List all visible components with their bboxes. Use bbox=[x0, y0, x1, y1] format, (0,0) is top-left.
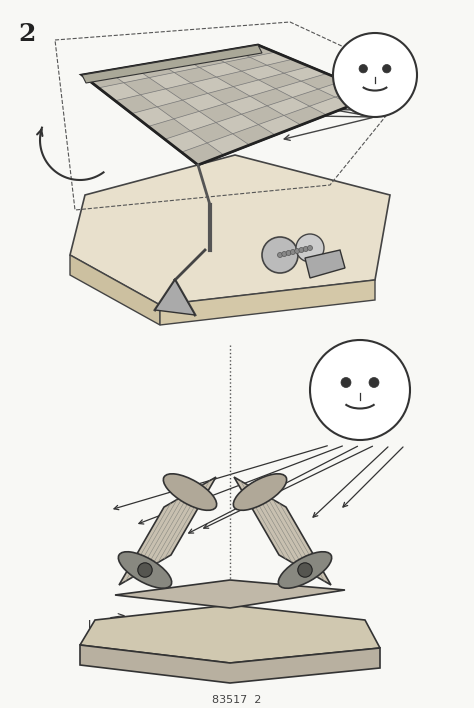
Polygon shape bbox=[234, 477, 331, 585]
Polygon shape bbox=[99, 83, 140, 101]
Polygon shape bbox=[259, 73, 301, 88]
Polygon shape bbox=[80, 645, 380, 683]
Polygon shape bbox=[233, 45, 275, 57]
Ellipse shape bbox=[278, 552, 332, 588]
Polygon shape bbox=[132, 62, 174, 78]
Polygon shape bbox=[140, 89, 182, 107]
Ellipse shape bbox=[164, 474, 217, 510]
Polygon shape bbox=[225, 57, 267, 71]
Circle shape bbox=[286, 251, 291, 256]
Polygon shape bbox=[157, 58, 200, 72]
Polygon shape bbox=[335, 88, 378, 105]
Text: 83517  2: 83517 2 bbox=[212, 695, 262, 705]
Polygon shape bbox=[305, 250, 345, 278]
Polygon shape bbox=[166, 83, 208, 100]
Polygon shape bbox=[80, 605, 380, 663]
Circle shape bbox=[369, 377, 379, 387]
Text: LDR 2: LDR 2 bbox=[310, 620, 343, 630]
Circle shape bbox=[341, 377, 351, 387]
Ellipse shape bbox=[118, 552, 172, 588]
Circle shape bbox=[359, 64, 367, 73]
Text: 2: 2 bbox=[18, 22, 36, 46]
Polygon shape bbox=[216, 71, 259, 86]
Polygon shape bbox=[208, 50, 250, 62]
Polygon shape bbox=[207, 134, 249, 155]
Circle shape bbox=[333, 33, 417, 117]
Polygon shape bbox=[119, 477, 216, 585]
Polygon shape bbox=[82, 71, 124, 88]
Polygon shape bbox=[70, 255, 160, 325]
Polygon shape bbox=[155, 280, 195, 315]
Polygon shape bbox=[284, 67, 327, 81]
Circle shape bbox=[310, 340, 410, 440]
Polygon shape bbox=[267, 98, 310, 115]
Circle shape bbox=[308, 246, 312, 251]
Ellipse shape bbox=[233, 474, 287, 510]
Circle shape bbox=[295, 249, 300, 253]
Circle shape bbox=[282, 251, 287, 256]
Polygon shape bbox=[242, 65, 284, 80]
Polygon shape bbox=[82, 45, 378, 165]
Polygon shape bbox=[124, 78, 166, 95]
Polygon shape bbox=[191, 77, 233, 93]
Polygon shape bbox=[233, 125, 275, 145]
Polygon shape bbox=[199, 104, 242, 122]
Polygon shape bbox=[225, 96, 267, 114]
Polygon shape bbox=[310, 97, 352, 115]
Polygon shape bbox=[301, 74, 344, 89]
Polygon shape bbox=[182, 93, 225, 111]
Circle shape bbox=[299, 248, 304, 253]
Circle shape bbox=[298, 563, 312, 577]
Text: LDR 1: LDR 1 bbox=[88, 620, 121, 630]
Polygon shape bbox=[70, 155, 390, 305]
Polygon shape bbox=[82, 45, 262, 83]
Polygon shape bbox=[242, 105, 284, 125]
Polygon shape bbox=[157, 100, 199, 119]
Polygon shape bbox=[149, 72, 191, 89]
Polygon shape bbox=[292, 89, 335, 106]
Polygon shape bbox=[318, 81, 361, 97]
Polygon shape bbox=[132, 107, 174, 127]
Polygon shape bbox=[258, 115, 301, 135]
Polygon shape bbox=[250, 52, 292, 65]
Polygon shape bbox=[115, 580, 345, 608]
Circle shape bbox=[303, 246, 308, 251]
Polygon shape bbox=[148, 119, 191, 139]
Polygon shape bbox=[160, 280, 375, 325]
Circle shape bbox=[296, 234, 324, 262]
Polygon shape bbox=[182, 54, 225, 67]
Polygon shape bbox=[107, 67, 149, 83]
Circle shape bbox=[277, 253, 283, 258]
Circle shape bbox=[138, 563, 152, 577]
Polygon shape bbox=[284, 106, 327, 125]
Polygon shape bbox=[233, 80, 276, 96]
Polygon shape bbox=[250, 88, 292, 105]
Polygon shape bbox=[165, 131, 207, 152]
Circle shape bbox=[291, 249, 295, 254]
Polygon shape bbox=[191, 122, 233, 143]
Circle shape bbox=[262, 237, 298, 273]
Polygon shape bbox=[208, 86, 250, 104]
Polygon shape bbox=[174, 67, 216, 83]
Polygon shape bbox=[174, 111, 216, 131]
Polygon shape bbox=[115, 95, 157, 113]
Circle shape bbox=[383, 64, 391, 73]
Polygon shape bbox=[276, 81, 318, 98]
Polygon shape bbox=[182, 143, 224, 165]
Polygon shape bbox=[200, 62, 242, 77]
Polygon shape bbox=[267, 59, 310, 73]
Polygon shape bbox=[216, 114, 258, 134]
